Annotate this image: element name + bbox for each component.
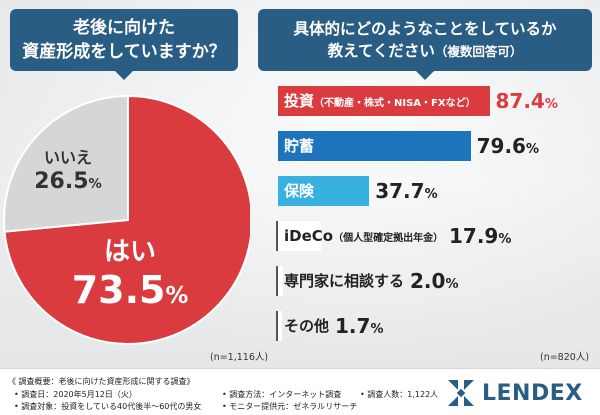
survey-date: • 調査日：2020年5月12日（火） [14,390,137,399]
pie-label-yes-text: はい [103,237,156,267]
bar-value-label: 37.7% [375,176,437,206]
bar [278,176,370,206]
bar-value-unit: % [544,97,558,112]
pie-sample-size: (n=1,116人) [210,352,269,363]
bar-value-unit: % [424,187,438,202]
pie-label-no: いいえ 26.5% [28,148,108,199]
bar-value-number: 17.9 [449,224,499,248]
lendex-logo-icon [448,380,474,406]
bar-row: 専門家に相談する 2.0% [278,266,598,296]
pie-label-no-text: いいえ [43,148,92,167]
bar-value-unit: % [370,322,384,337]
bar-label: 専門家に相談する [284,266,404,296]
bar-value-label: 79.6% [477,131,539,161]
bar-label: 保険 [284,176,314,206]
bar-label: 投資（不動産・株式・NISA・FXなど） [284,86,476,116]
question-2-note: （複数回答可） [434,43,523,59]
pie-chart [3,94,250,345]
bar-label-note: （不動産・株式・NISA・FXなど） [314,98,476,109]
bar [278,311,283,341]
bar-value-number: 37.7 [375,179,425,203]
bar-value-label: 87.4% [496,86,558,116]
bar [278,131,471,161]
pie-slice-yes [3,94,250,345]
bar-label: 貯蓄 [284,131,314,161]
survey-footer: 《 調査概要：老後に向けた資産形成に関する調査》 • 調査日：2020年5月12… [0,368,600,415]
pie-label-yes-value: 73.5% [71,268,189,312]
bar-value-unit: % [498,232,512,247]
bar-label-text: 貯蓄 [284,137,315,155]
pie-label-no-value: 26.5% [34,169,102,194]
bar-row: 保険 37.7% [278,176,598,206]
bar-value-number: 79.6 [476,134,526,158]
bar-value-number: 1.7 [335,314,371,338]
question-2-line-2: 教えてください [327,41,435,60]
bar-value-label: 2.0% [410,266,458,296]
bar-row-bracket [276,311,282,341]
question-2-banner: 具体的にどのようなことをしているか 教えてください（複数回答可） [258,9,592,80]
bar-row: その他 1.7% [278,311,598,341]
pie-slice-no [3,94,129,233]
bar-row: 貯蓄 79.6% [278,131,598,161]
bar-value-label: 1.7% [335,311,383,341]
bar-label-text: 専門家に相談する [284,272,405,290]
question-2-line-1: 具体的にどのようなことをしているか [293,19,557,38]
bar-label: その他 [284,311,329,341]
lendex-logo: LENDEX [446,377,583,409]
bar-value-unit: % [445,277,459,292]
bar [278,221,322,251]
survey-method: • 調査方法：インターネット調査 [222,390,342,399]
bar-row-bracket [276,221,282,251]
bar-label-text: iDeCo [284,227,334,245]
pie-label-yes: はい 73.5% [60,236,200,318]
lendex-logo-text: LENDEX [482,380,583,406]
question-1-line-2: 資産形成をしていますか？ [22,42,226,62]
question-1-banner: 老後に向けた 資産形成をしていますか？ [10,9,238,80]
survey-count: • 調査人数：1,122人 [360,390,439,399]
bar [278,266,283,296]
question-1-line-1: 老後に向けた [73,18,175,38]
survey-title: 《 調査概要：老後に向けた資産形成に関する調査》 [8,377,195,386]
bar-value-number: 87.4 [495,89,545,113]
bar-value-number: 2.0 [410,269,446,293]
survey-target: • 調査対象：投資をしている40代後半〜60代の男女 [14,402,202,411]
bar-row-bracket [276,266,282,296]
bar-label-text: その他 [284,317,330,335]
bar [278,86,490,116]
survey-provider: • モニター提供元：ゼネラルリサーチ [222,402,358,411]
bar-row: iDeCo（個人型確定拠出年金） 17.9% [278,221,598,251]
bar-label: iDeCo（個人型確定拠出年金） [284,221,443,251]
bar-sample-size: (n=820人) [540,352,590,363]
bar-value-unit: % [525,142,540,157]
bar-label-text: 投資 [284,92,315,110]
bar-value-label: 17.9% [449,221,511,251]
bar-row: 投資（不動産・株式・NISA・FXなど） 87.4% [278,86,598,116]
bar-label-text: 保険 [284,182,315,200]
bar-label-note: （個人型確定拠出年金） [333,233,444,244]
